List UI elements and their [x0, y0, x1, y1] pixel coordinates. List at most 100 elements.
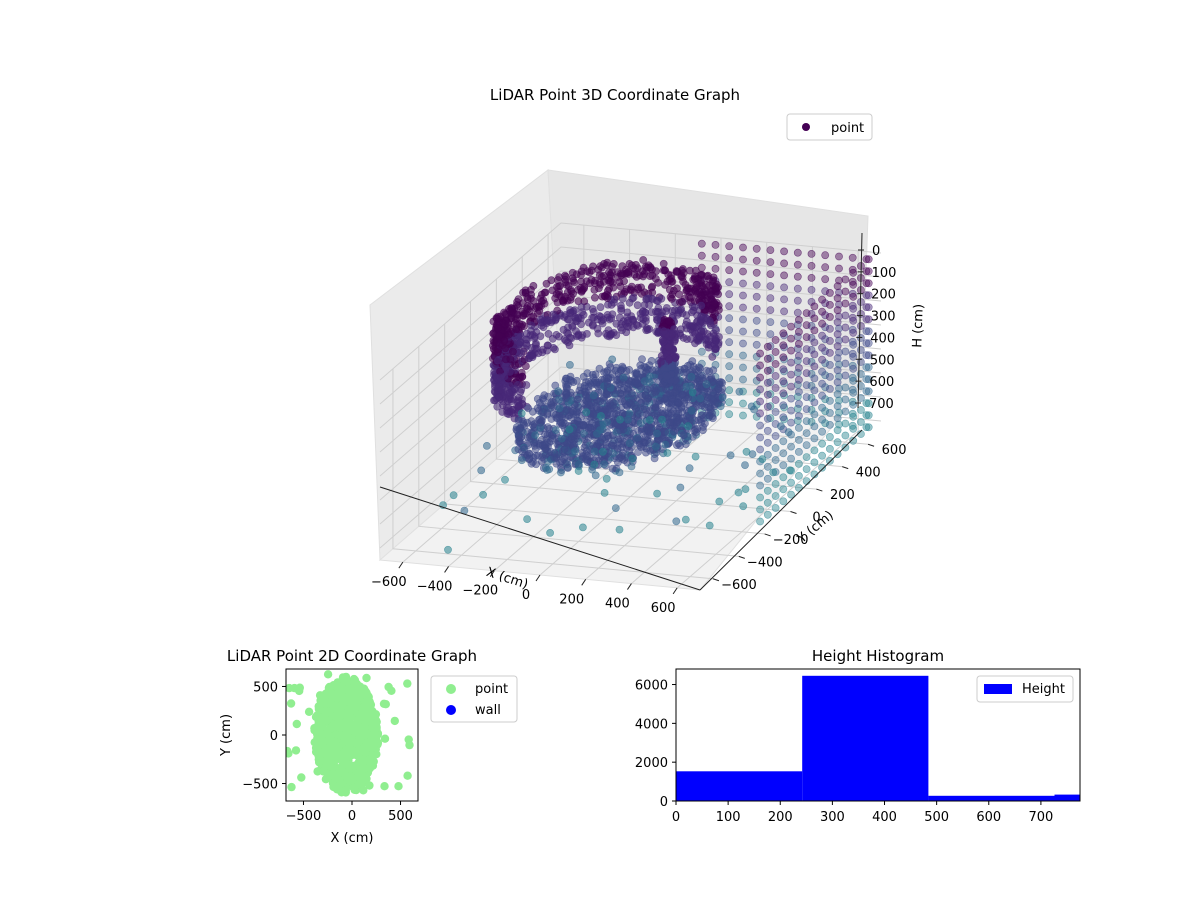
point-3d	[833, 402, 842, 411]
point-3d	[689, 306, 698, 315]
point-3d	[653, 429, 661, 438]
point-3d	[835, 408, 843, 417]
point-3d	[810, 446, 819, 455]
point-3d	[658, 335, 667, 344]
point-3d	[636, 398, 645, 407]
point-2d	[295, 683, 304, 692]
point-3d	[619, 449, 627, 457]
point-3d	[835, 276, 843, 285]
point-3d	[766, 306, 775, 314]
point-3d	[554, 387, 563, 396]
point-3d	[603, 380, 612, 388]
grid-line-y	[418, 346, 739, 557]
point-3d	[707, 305, 716, 314]
z-axis-label-3d: H (cm)	[910, 304, 927, 348]
point-3d	[556, 417, 565, 426]
point-3d	[756, 469, 764, 478]
point-3d	[526, 302, 535, 311]
point-3d	[552, 290, 561, 298]
histogram-legend: Height	[976, 675, 1074, 703]
point-3d	[849, 292, 858, 301]
histogram-y-ticks: 0 2000 4000 6000	[635, 679, 676, 810]
point-3d	[807, 405, 816, 414]
point-2d	[329, 771, 338, 780]
point-3d	[591, 293, 599, 302]
point-3d	[560, 445, 569, 453]
point-3d	[795, 435, 803, 444]
histogram-x-tick-label: 200	[768, 810, 793, 825]
point-3d	[651, 403, 660, 412]
point-3d	[857, 322, 865, 330]
point-3d	[780, 319, 788, 328]
point-3d	[725, 242, 734, 251]
point-3d	[672, 441, 681, 449]
point-3d	[527, 321, 536, 330]
point-3d	[833, 282, 842, 291]
point-3d	[639, 272, 647, 281]
point-3d	[779, 377, 788, 386]
point-3d	[625, 298, 634, 307]
point-3d	[807, 369, 816, 378]
point-3d	[579, 263, 588, 272]
point-3d	[857, 382, 865, 390]
point-3d	[617, 301, 625, 310]
point-3d	[763, 378, 772, 387]
point-3d	[702, 316, 711, 325]
point-3d	[756, 517, 764, 526]
point-3d	[654, 436, 663, 445]
histogram-x-tick-label: 500	[924, 810, 949, 825]
histogram-x-tick-label: 100	[716, 810, 741, 825]
point-2d	[353, 723, 362, 732]
point-3d	[807, 249, 816, 258]
point-3d	[787, 478, 795, 487]
y-tick-3d	[790, 511, 797, 514]
point-3d	[807, 393, 816, 402]
point-3d	[833, 294, 842, 303]
point-3d	[624, 323, 633, 331]
chart-3d-title: LiDAR Point 3D Coordinate Graph	[490, 86, 740, 104]
histogram-bars	[676, 675, 1080, 801]
point-3d	[763, 426, 772, 435]
y-tick-label-3d: 400	[856, 466, 881, 481]
point-3d	[558, 457, 566, 466]
point-3d	[826, 324, 834, 333]
point-2d	[366, 737, 375, 746]
point-3d	[673, 284, 681, 293]
point-3d	[566, 308, 575, 317]
point-3d	[752, 256, 761, 265]
point-3d	[835, 420, 843, 429]
point-3d	[599, 447, 607, 456]
point-3d	[687, 406, 696, 415]
point-3d	[559, 325, 568, 334]
point-3d	[540, 299, 549, 308]
point-2d	[343, 724, 352, 733]
point-3d	[574, 331, 583, 340]
point-3d	[679, 431, 688, 439]
point-3d	[579, 523, 587, 532]
point-3d	[795, 459, 803, 468]
point-3d	[632, 260, 640, 269]
point-3d	[763, 366, 772, 375]
point-3d	[512, 325, 520, 333]
point-3d	[725, 314, 734, 323]
point-3d	[660, 327, 668, 336]
point-3d	[833, 378, 842, 387]
point-3d	[752, 340, 761, 349]
point-3d	[826, 312, 834, 321]
point-3d	[818, 427, 826, 436]
point-3d	[638, 355, 646, 364]
point-3d	[603, 418, 611, 426]
point-3d	[862, 399, 871, 407]
point-3d	[709, 366, 718, 375]
point-3d	[582, 408, 591, 417]
point-3d	[557, 434, 566, 443]
point-3d	[826, 300, 834, 309]
point-3d	[849, 316, 858, 325]
point-3d	[752, 316, 761, 325]
point-3d	[632, 368, 641, 377]
point-3d	[833, 390, 842, 399]
point-3d	[763, 474, 772, 483]
point-3d	[862, 387, 871, 395]
point-2d	[338, 700, 347, 709]
point-3d	[795, 423, 803, 432]
